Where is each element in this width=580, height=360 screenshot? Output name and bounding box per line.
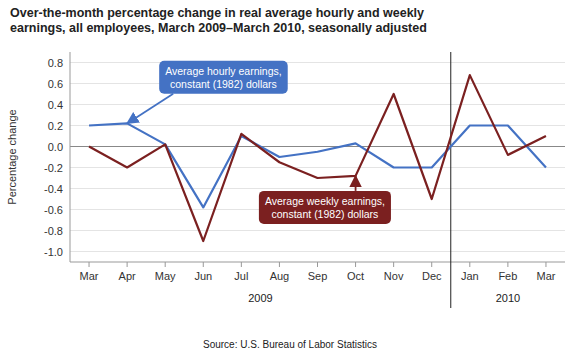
x-tick-label: Dec xyxy=(422,270,442,282)
y-tick-label: -0.2 xyxy=(44,162,63,174)
x-tick xyxy=(279,262,280,267)
y-tick-label: -0.4 xyxy=(44,183,63,195)
x-tick-label: May xyxy=(155,270,176,282)
series-label-arrow xyxy=(355,176,357,191)
x-tick-label: Sep xyxy=(308,270,328,282)
grid-line xyxy=(70,83,565,84)
y-tick-label: -0.6 xyxy=(44,204,63,216)
x-tick-label: Jun xyxy=(194,270,212,282)
series-label-background xyxy=(159,61,288,94)
series-group xyxy=(89,75,546,241)
series-label-line: constant (1982) dollars xyxy=(272,208,379,220)
y-axis-label: Percentage change xyxy=(6,109,18,204)
chart-container: Over-the-month percentage change in real… xyxy=(0,0,580,360)
x-tick xyxy=(89,262,90,267)
series-label-line: constant (1982) dollars xyxy=(170,78,277,90)
y-tick-label: 0.2 xyxy=(48,120,63,132)
y-axis-line xyxy=(70,52,71,262)
series-line xyxy=(89,75,546,241)
series-label: Average hourly earnings,constant (1982) … xyxy=(165,65,282,90)
x-tick-label: Mar xyxy=(536,270,555,282)
x-group-label: 2009 xyxy=(248,292,272,304)
title-line: earnings, all employees, March 2009–Marc… xyxy=(10,21,427,35)
grid-line xyxy=(70,167,565,168)
x-tick xyxy=(203,262,204,267)
x-tick-label: Nov xyxy=(384,270,404,282)
series-line xyxy=(89,123,546,207)
source-note: Source: U.S. Bureau of Labor Statistics xyxy=(203,339,377,350)
y-tick-label: -0.8 xyxy=(44,225,63,237)
x-tick xyxy=(165,262,166,267)
x-tick xyxy=(469,262,470,267)
x-group-divider xyxy=(450,52,451,308)
x-tick-label: Oct xyxy=(347,270,364,282)
series-label-line: Average weekly earnings, xyxy=(265,195,385,207)
x-tick-label: Aug xyxy=(270,270,290,282)
y-tick-label: 0.0 xyxy=(48,141,63,153)
series-label-arrow xyxy=(127,94,173,124)
series-label: Average weekly earnings,constant (1982) … xyxy=(265,195,385,220)
x-tick xyxy=(317,262,318,267)
x-tick xyxy=(393,262,394,267)
y-tick-label: 0.8 xyxy=(48,57,63,69)
series-label-box: Average weekly earnings,constant (1982) … xyxy=(259,176,391,224)
x-tick xyxy=(241,262,242,267)
grid-line xyxy=(70,188,565,189)
series-label-line: Average hourly earnings, xyxy=(165,65,282,77)
x-tick-label: Feb xyxy=(498,270,517,282)
x-tick xyxy=(507,262,508,267)
x-group-label: 2010 xyxy=(496,292,520,304)
x-tick-label: Jul xyxy=(234,270,248,282)
grid-line xyxy=(70,230,565,231)
series-label-background xyxy=(259,191,391,224)
grid-line xyxy=(70,62,565,63)
title-line: Over-the-month percentage change in real… xyxy=(10,6,424,20)
zero-line xyxy=(70,146,565,147)
grid xyxy=(70,63,565,252)
x-tick xyxy=(545,262,546,267)
x-tick-label: Mar xyxy=(80,270,99,282)
x-tick xyxy=(355,262,356,267)
chart-svg: Over-the-month percentage change in real… xyxy=(0,0,580,360)
y-tick-label: -1.0 xyxy=(44,246,63,258)
x-tick-label: Apr xyxy=(119,270,136,282)
x-tick xyxy=(431,262,432,267)
series-label-box: Average hourly earnings,constant (1982) … xyxy=(127,61,288,124)
y-tick-label: 0.6 xyxy=(48,78,63,90)
x-tick xyxy=(127,262,128,267)
grid-line xyxy=(70,104,565,105)
title: Over-the-month percentage change in real… xyxy=(10,6,427,35)
grid-line xyxy=(70,251,565,252)
x-tick-label: Jan xyxy=(461,270,479,282)
y-tick-label: 0.4 xyxy=(48,99,63,111)
